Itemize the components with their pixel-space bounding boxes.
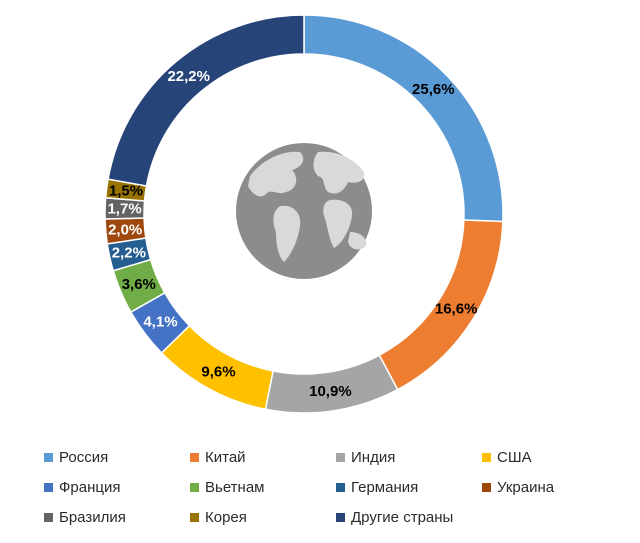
legend-label: США <box>497 449 532 466</box>
slice-label-2: 10,9% <box>309 383 352 400</box>
legend-label: Россия <box>59 449 109 466</box>
legend-item: Россия <box>44 449 190 466</box>
legend-swatch <box>190 453 199 462</box>
slice-label-6: 2,2% <box>112 245 146 262</box>
legend-label: Корея <box>205 509 247 526</box>
legend-swatch <box>482 453 491 462</box>
legend-label: Германия <box>351 479 419 496</box>
slice-label-5: 3,6% <box>122 276 156 293</box>
legend-swatch <box>336 513 345 522</box>
slice-10 <box>107 14 305 187</box>
legend-swatch <box>44 483 53 492</box>
legend-swatch <box>190 483 199 492</box>
legend-item: Украина <box>482 479 624 496</box>
legend-label: Другие страны <box>351 509 454 526</box>
donut-chart: 25,6% 16,6% 10,9% 9,6% 4,1% 3,6% 2,2% 2,0% 1,7% 1… <box>104 14 504 414</box>
legend-item: Индия <box>336 449 482 466</box>
slice-label-0: 25,6% <box>412 81 455 98</box>
legend-item: Бразилия <box>44 509 190 526</box>
legend-swatch <box>482 483 491 492</box>
donut-chart-svg: 25,6% 16,6% 10,9% 9,6% 4,1% 3,6% 2,2% 2,0% 1,7%1… <box>104 14 504 414</box>
legend-label: Индия <box>351 449 396 466</box>
slice-label-10: 22,2% <box>167 68 210 85</box>
legend-swatch <box>44 513 53 522</box>
legend-item: Германия <box>336 479 482 496</box>
legend: Россия Китай Индия США Франция Вьетнам Германи… <box>44 449 624 526</box>
slice-label-9: 1,5% <box>109 182 143 199</box>
legend-swatch <box>336 483 345 492</box>
donut-slices <box>104 14 504 414</box>
legend-item: Франция <box>44 479 190 496</box>
legend-label: Украина <box>497 479 555 496</box>
legend-label: Вьетнам <box>205 479 265 496</box>
legend-item: Вьетнам <box>190 479 336 496</box>
slice-label-7: 2,0% <box>108 221 142 238</box>
slice-label-4: 4,1% <box>143 313 177 330</box>
slice-label-8: 1,7% <box>107 200 141 217</box>
legend-label: Франция <box>59 479 121 496</box>
globe-icon <box>236 143 372 279</box>
slice-labels: 25,6% 16,6% 10,9% 9,6% 4,1% 3,6% 2,2% 2,0% 1,7%1… <box>107 68 477 400</box>
legend-label: Бразилия <box>59 509 126 526</box>
legend-item: Другие страны <box>336 509 482 526</box>
slice-label-3: 9,6% <box>201 363 235 380</box>
legend-item: США <box>482 449 624 466</box>
legend-swatch <box>190 513 199 522</box>
legend-item: Китай <box>190 449 336 466</box>
legend-swatch <box>44 453 53 462</box>
legend-label: Китай <box>205 449 246 466</box>
legend-swatch <box>336 453 345 462</box>
legend-item: Корея <box>190 509 336 526</box>
slice-label-1: 16,6% <box>435 301 478 318</box>
